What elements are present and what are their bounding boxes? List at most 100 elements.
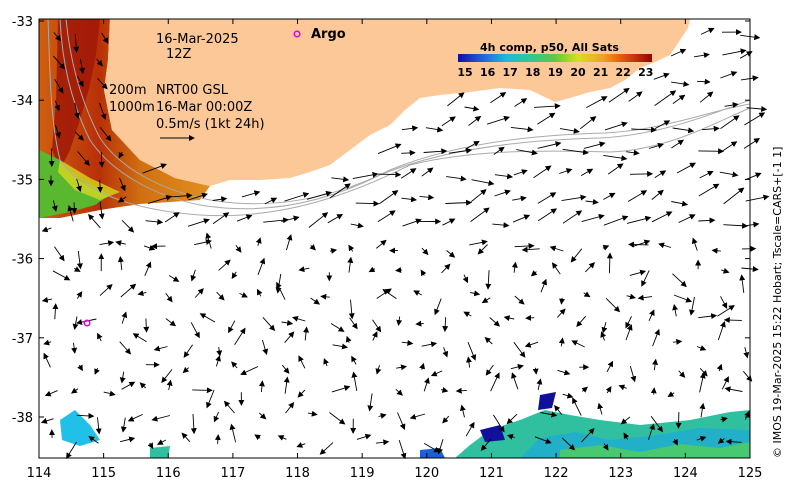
- current-arrow: [701, 125, 720, 132]
- current-arrow: [281, 364, 290, 374]
- current-arrow: [699, 372, 706, 393]
- current-arrow: [654, 120, 671, 129]
- current-arrow: [401, 339, 414, 346]
- current-arrow: [423, 148, 448, 155]
- current-arrow: [97, 78, 108, 90]
- current-arrow: [530, 270, 538, 277]
- current-arrow: [377, 171, 402, 178]
- current-arrow: [79, 58, 85, 75]
- current-arrow: [470, 290, 481, 297]
- source-label-line2: 16-Mar 00:00Z: [156, 100, 252, 115]
- current-arrow: [585, 198, 599, 205]
- current-arrow: [581, 213, 605, 223]
- current-arrow: [76, 412, 95, 419]
- current-arrow: [446, 250, 456, 258]
- current-arrow: [367, 393, 374, 412]
- current-arrow: [375, 365, 382, 375]
- current-arrow: [377, 143, 402, 155]
- current-arrow: [459, 404, 466, 418]
- argo-label: Argo: [311, 27, 346, 42]
- current-arrow: [347, 256, 354, 273]
- current-arrow: [470, 207, 490, 222]
- current-arrow: [691, 237, 698, 251]
- y-tick-label: -34: [12, 94, 33, 109]
- current-arrow: [486, 115, 510, 125]
- current-arrow: [493, 414, 505, 433]
- current-arrow: [94, 368, 100, 375]
- current-arrow: [352, 171, 379, 180]
- current-arrow: [723, 187, 745, 205]
- current-arrow: [724, 386, 743, 393]
- side-credit: © IMOS 19-Mar-2025 15:22 Hobart; Tscale=…: [771, 147, 784, 458]
- current-arrow: [382, 289, 397, 299]
- current-arrow: [723, 222, 749, 229]
- current-arrow: [421, 341, 438, 348]
- current-arrow: [516, 149, 538, 156]
- current-arrow: [298, 266, 310, 273]
- current-arrow: [441, 263, 451, 274]
- current-arrow: [409, 413, 426, 420]
- current-arrow: [147, 442, 154, 450]
- current-arrow: [77, 364, 83, 372]
- current-arrow: [395, 267, 403, 274]
- current-arrow: [537, 192, 557, 204]
- current-arrow: [190, 413, 197, 435]
- current-arrow: [212, 212, 230, 225]
- current-arrow: [580, 116, 597, 130]
- current-arrow: [537, 112, 556, 125]
- current-arrow: [119, 341, 132, 355]
- current-arrow: [675, 412, 682, 429]
- current-arrow: [468, 115, 482, 126]
- current-arrow: [281, 319, 294, 326]
- current-arrow: [73, 34, 80, 53]
- current-arrow: [254, 434, 261, 441]
- current-arrow: [562, 148, 589, 156]
- current-arrow: [510, 364, 524, 370]
- current-arrow: [698, 313, 718, 320]
- current-arrow: [658, 242, 672, 249]
- current-arrow: [626, 215, 652, 224]
- current-arrow: [442, 317, 449, 333]
- current-arrow: [119, 177, 126, 192]
- current-arrow: [327, 214, 344, 224]
- current-arrow: [603, 154, 628, 162]
- current-arrow: [398, 439, 407, 460]
- current-arrow: [673, 294, 693, 303]
- current-arrow: [549, 245, 564, 252]
- current-arrow: [415, 320, 424, 327]
- current-arrow: [53, 55, 66, 70]
- current-arrow: [77, 75, 84, 88]
- current-arrow: [554, 405, 563, 416]
- current-arrow: [525, 314, 535, 321]
- current-arrow: [442, 347, 449, 358]
- current-arrow: [739, 274, 746, 293]
- current-arrow: [71, 202, 78, 214]
- current-arrow: [637, 294, 653, 301]
- current-arrow: [216, 291, 225, 301]
- current-arrow: [153, 345, 168, 352]
- current-arrow: [625, 316, 633, 329]
- current-arrow: [651, 211, 673, 223]
- current-arrow: [650, 387, 657, 395]
- current-arrow: [654, 90, 677, 106]
- current-arrow: [647, 423, 655, 441]
- current-arrow: [284, 192, 310, 202]
- current-arrow: [626, 293, 636, 300]
- argo-float-marker[interactable]: [83, 319, 91, 327]
- current-arrow: [70, 387, 79, 394]
- current-arrow: [540, 278, 547, 293]
- current-arrow: [96, 58, 103, 67]
- current-arrow: [654, 170, 667, 178]
- plot-frame: [38, 18, 751, 459]
- current-arrow: [696, 345, 707, 351]
- current-arrow: [194, 288, 204, 298]
- current-arrow: [698, 183, 720, 197]
- current-arrow: [379, 190, 399, 205]
- current-arrow: [440, 387, 449, 393]
- current-arrow: [648, 309, 655, 321]
- current-arrow: [183, 344, 193, 358]
- current-arrow: [76, 250, 83, 270]
- current-arrow: [651, 189, 664, 200]
- current-arrow: [223, 400, 235, 414]
- x-tick-label: 118: [285, 466, 310, 481]
